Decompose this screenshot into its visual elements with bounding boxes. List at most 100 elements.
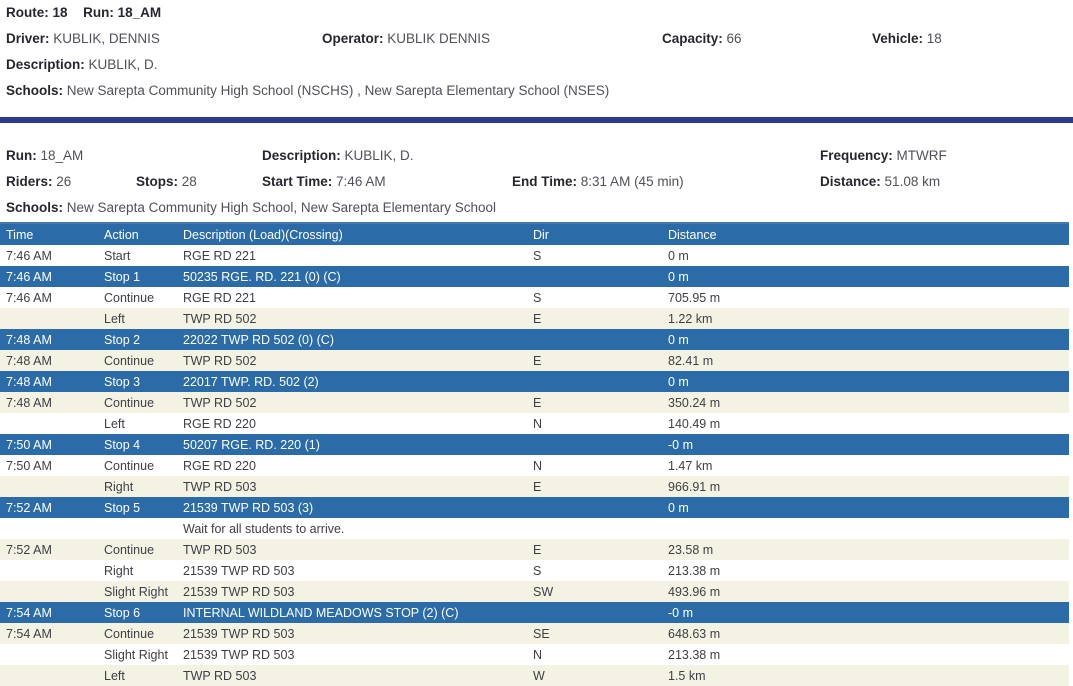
riders-label: Riders:: [6, 174, 53, 189]
route-steps-table: Time Action Description (Load)(Crossing) Di…: [0, 222, 1069, 686]
capacity-value: 66: [726, 31, 742, 46]
cell-distance: -0 m: [668, 437, 693, 452]
cell-dir: N: [533, 458, 543, 473]
cell-time: [0, 308, 98, 329]
column-header-description: Description (Load)(Crossing): [183, 227, 343, 242]
cell-distance: 1.5 km: [668, 668, 706, 683]
route-step-row: 7:46 AM Start RGE RD 221 S 0 m: [0, 245, 1069, 266]
cell-description: 50207 RGE. RD. 220 (1): [183, 437, 320, 452]
cell-action: Continue: [104, 458, 155, 473]
cell-dir: E: [533, 542, 542, 557]
cell-description: RGE RD 220: [183, 458, 256, 473]
cell-time: 7:48 AM: [6, 332, 52, 347]
route-step-row: 7:54 AM Continue 21539 TWP RD 503 SE 648.63 …: [0, 623, 1069, 644]
cell-description: INTERNAL WILDLAND MEADOWS STOP (2) (C): [183, 605, 459, 620]
table-body: 7:46 AM Start RGE RD 221 S 0 m 7:46 AM Stop 1 5…: [0, 245, 1069, 686]
cell-time: [0, 560, 98, 581]
field-route-description: Description: KUBLIK, D.: [6, 56, 158, 73]
cell-action: Stop 1: [104, 269, 141, 284]
cell-description: RGE RD 221: [183, 248, 256, 263]
cell-time: 7:52 AM: [6, 500, 52, 515]
cell-description: 21539 TWP RD 503 (3): [183, 500, 314, 515]
cell-description: 22022 TWP RD 502 (0) (C): [183, 332, 334, 347]
route-schools-value: New Sarepta Community High School (NSCHS…: [66, 83, 610, 98]
cell-description: 21539 TWP RD 503: [183, 647, 295, 662]
stop-row: 7:54 AM Stop 6 INTERNAL WILDLAND MEADOWS S…: [0, 602, 1069, 623]
cell-time: [0, 665, 98, 686]
field-capacity: Capacity: 66: [662, 30, 742, 47]
cell-time: 7:50 AM: [6, 437, 52, 452]
cell-action: Continue: [104, 542, 155, 557]
field-route-schools: Schools: New Sarepta Community High Scho…: [6, 82, 609, 99]
cell-distance: 0 m: [668, 248, 689, 263]
cell-dir: S: [533, 248, 542, 263]
cell-distance: 648.63 m: [668, 626, 721, 641]
cell-distance: 1.22 km: [668, 311, 713, 326]
cell-dir: [527, 602, 662, 623]
cell-distance: -0 m: [668, 605, 693, 620]
cell-distance: 0 m: [668, 500, 689, 515]
cell-time: 7:54 AM: [6, 605, 52, 620]
end-time-value: 8:31 AM (45 min): [580, 174, 684, 189]
cell-distance: 23.58 m: [668, 542, 714, 557]
cell-dir: S: [533, 563, 542, 578]
field-distance: Distance: 51.08 km: [820, 173, 940, 190]
cell-description: 22017 TWP. RD. 502 (2): [183, 374, 319, 389]
end-time-label: End Time:: [512, 174, 578, 189]
route-step-row: Right 21539 TWP RD 503 S 213.38 m: [0, 560, 1069, 581]
run-value: 18_AM: [117, 5, 162, 20]
cell-distance: 82.41 m: [668, 353, 714, 368]
run-schools-label: Schools:: [6, 200, 64, 215]
field-start-time: Start Time: 7:46 AM: [262, 173, 386, 190]
cell-dir: [527, 497, 662, 518]
cell-time: [0, 518, 98, 539]
vehicle-value: 18: [926, 31, 942, 46]
cell-description: TWP RD 502: [183, 353, 257, 368]
cell-distance: 1.47 km: [668, 458, 713, 473]
route-run-line: Route: 18 Run: 18_AM: [6, 4, 161, 21]
route-step-row: 7:52 AM Continue TWP RD 503 E 23.58 m: [0, 539, 1069, 560]
start-time-value: 7:46 AM: [336, 174, 386, 189]
route-step-row: Slight Right 21539 TWP RD 503 SW 493.96 m: [0, 581, 1069, 602]
cell-action: Right: [104, 479, 134, 494]
cell-dir: N: [533, 647, 543, 662]
field-riders: Riders: 26: [6, 173, 71, 190]
note-row: Wait for all students to arrive.: [0, 518, 1069, 539]
route-step-row: Left TWP RD 502 E 1.22 km: [0, 308, 1069, 329]
cell-time: 7:48 AM: [6, 374, 52, 389]
field-end-time: End Time: 8:31 AM (45 min): [512, 173, 684, 190]
cell-action: Continue: [104, 395, 155, 410]
cell-action: Start: [104, 248, 131, 263]
cell-distance: 0 m: [668, 332, 689, 347]
route-schools-label: Schools:: [6, 83, 64, 98]
cell-description: 21539 TWP RD 503: [183, 626, 295, 641]
cell-action: Continue: [104, 290, 155, 305]
capacity-label: Capacity:: [662, 31, 723, 46]
column-header-time: Time: [6, 227, 34, 242]
route-step-row: 7:48 AM Continue TWP RD 502 E 82.41 m: [0, 350, 1069, 371]
stop-row: 7:52 AM Stop 5 21539 TWP RD 503 (3) 0 m: [0, 497, 1069, 518]
cell-dir: [527, 266, 662, 287]
column-header-distance: Distance: [668, 227, 717, 242]
cell-action: Continue: [104, 353, 155, 368]
table-header-row: Time Action Description (Load)(Crossing) Di…: [0, 223, 1069, 245]
cell-action: Stop 4: [104, 437, 141, 452]
vehicle-label: Vehicle:: [872, 31, 924, 46]
cell-time: [0, 581, 98, 602]
cell-description: RGE RD 221: [183, 290, 256, 305]
cell-distance: 966.91 m: [668, 479, 721, 494]
route-step-row: Left TWP RD 503 W 1.5 km: [0, 665, 1069, 686]
cell-action: Stop 6: [104, 605, 141, 620]
cell-dir: [527, 329, 662, 350]
stop-row: 7:46 AM Stop 1 50235 RGE. RD. 221 (0) (C) 0…: [0, 266, 1069, 287]
section-divider-bar: [0, 117, 1073, 123]
cell-dir: [527, 434, 662, 455]
cell-time: 7:50 AM: [6, 458, 52, 473]
distance-label: Distance:: [820, 174, 881, 189]
cell-description: RGE RD 220: [183, 416, 256, 431]
distance-value: 51.08 km: [884, 174, 941, 189]
route-description-value: KUBLIK, D.: [88, 57, 158, 72]
cell-action: Slight Right: [104, 647, 168, 662]
field-frequency: Frequency: MTWRF: [820, 147, 947, 164]
cell-time: [0, 413, 98, 434]
